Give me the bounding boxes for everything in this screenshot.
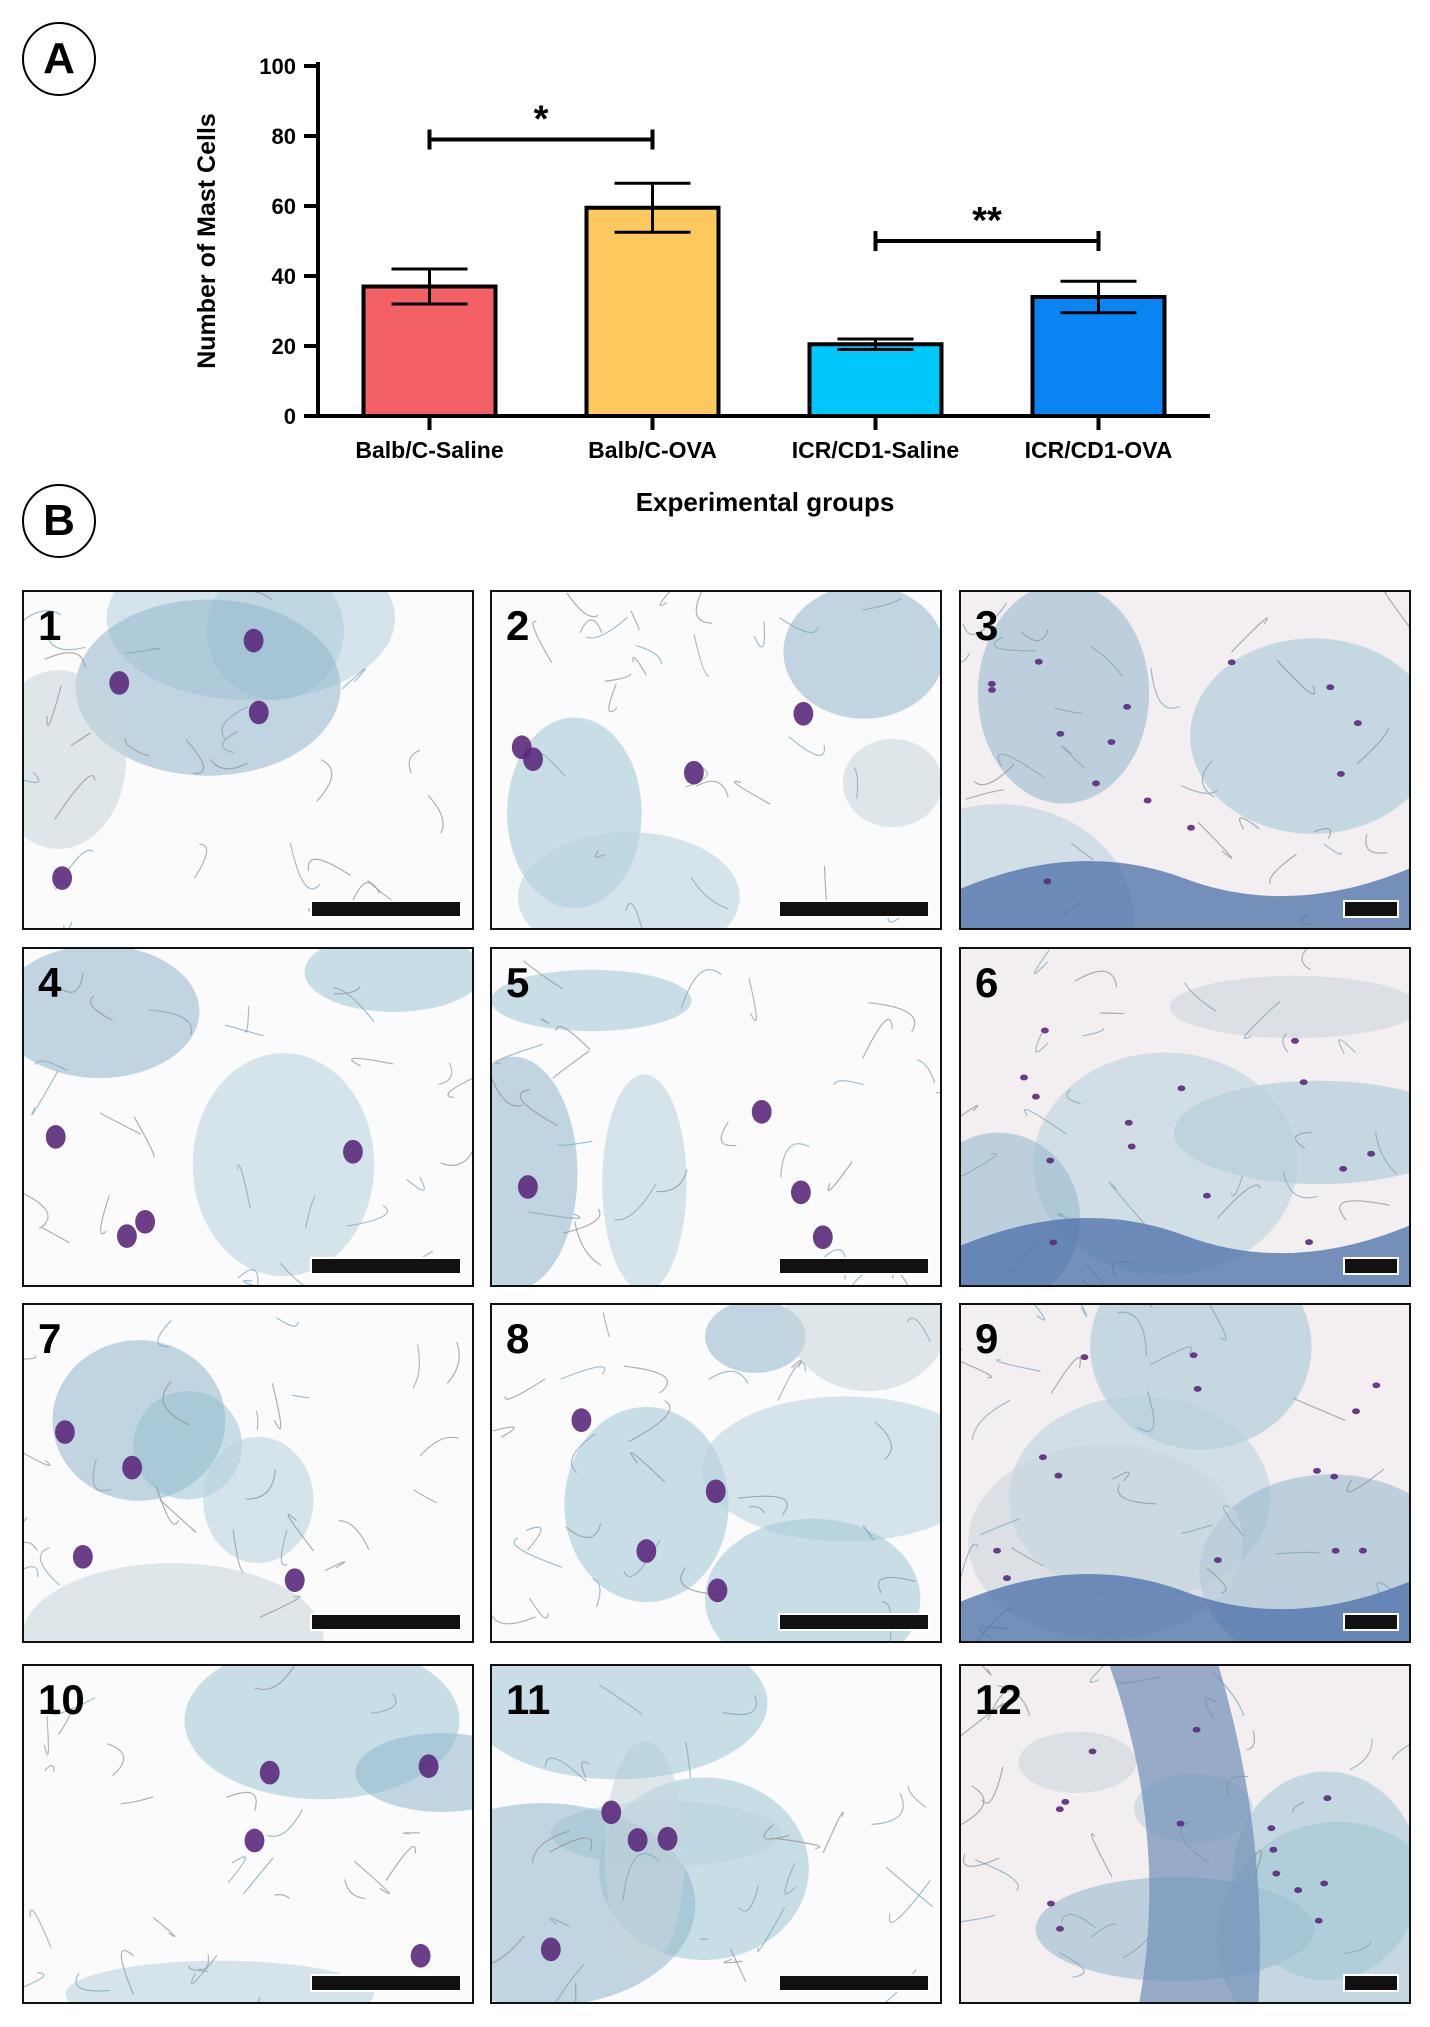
panel-b-label: B <box>22 484 96 558</box>
x-tick-label: Balb/C-OVA <box>588 437 717 463</box>
y-axis-title: Number of Mast Cells <box>193 113 221 369</box>
scale-bar <box>310 1974 462 1992</box>
scale-bar <box>778 1257 930 1275</box>
tissue-image <box>24 1666 472 2002</box>
scale-bar <box>1343 1613 1399 1631</box>
y-tick-label: 0 <box>284 404 296 429</box>
scale-bar <box>778 900 930 918</box>
scale-bar <box>1343 1257 1399 1275</box>
micrograph-label: 12 <box>975 1676 1022 1723</box>
micrograph-10: 10 <box>22 1664 474 2004</box>
micrograph-5: 5 <box>490 947 942 1287</box>
micrograph-1: 1 <box>22 590 474 930</box>
scale-bar <box>310 1257 462 1275</box>
micrograph-6: 6 <box>959 947 1411 1287</box>
tissue-image <box>961 1666 1409 2002</box>
y-tick-label: 40 <box>272 264 296 289</box>
micrograph-8: 8 <box>490 1303 942 1643</box>
micrograph-9: 9 <box>959 1303 1411 1643</box>
scale-bar <box>778 1974 930 1992</box>
scale-bar <box>310 1613 462 1631</box>
scale-bar <box>1343 1974 1399 1992</box>
tissue-image <box>492 592 940 928</box>
tissue-image <box>492 1666 940 2002</box>
x-tick-label: Balb/C-Saline <box>355 437 503 463</box>
micrograph-label: 11 <box>506 1676 551 1723</box>
significance-label: ** <box>972 200 1002 242</box>
bar-chart: 0 20 40 60 80 100 Number of Mast Cells Balb/C-S… <box>193 54 1210 463</box>
tissue-image <box>961 592 1409 928</box>
tissue-image <box>24 1305 472 1641</box>
tissue-image <box>24 592 472 928</box>
scale-bar <box>310 900 462 918</box>
tissue-image <box>492 949 940 1285</box>
micrograph-label: 2 <box>506 602 530 649</box>
micrograph-label: 3 <box>975 602 999 649</box>
panel-a-label: A <box>22 22 96 96</box>
y-tick-label: 20 <box>272 334 296 359</box>
significance-label: * <box>534 99 549 141</box>
tissue-image <box>24 949 472 1285</box>
scale-bar <box>1343 900 1399 918</box>
micrograph-11: 11 <box>490 1664 942 2004</box>
bar <box>1030 295 1167 418</box>
micrograph-7: 7 <box>22 1303 474 1643</box>
micrograph-4: 4 <box>22 947 474 1287</box>
bar <box>361 284 498 418</box>
micrograph-label: 9 <box>975 1315 999 1362</box>
x-axis-title: Experimental groups <box>635 487 895 517</box>
y-tick-label: 80 <box>272 124 296 149</box>
bar <box>584 205 721 418</box>
micrograph-label: 7 <box>38 1315 62 1362</box>
micrograph-label: 4 <box>38 959 62 1006</box>
tissue-image <box>492 1305 940 1641</box>
micrograph-label: 1 <box>38 602 62 649</box>
y-tick-label: 60 <box>272 194 296 219</box>
micrograph-label: 6 <box>975 959 999 1006</box>
tissue-image <box>961 1305 1409 1641</box>
micrograph-12: 12 <box>959 1664 1411 2004</box>
y-tick-label: 100 <box>259 54 296 79</box>
micrograph-label: 10 <box>38 1676 85 1723</box>
micrograph-2: 2 <box>490 590 942 930</box>
micrograph-label: 8 <box>506 1315 530 1362</box>
x-tick-label: ICR/CD1-OVA <box>1025 437 1173 463</box>
micrograph-label: 5 <box>506 959 530 1006</box>
tissue-image <box>961 949 1409 1285</box>
x-tick-label: ICR/CD1-Saline <box>792 437 959 463</box>
micrograph-3: 3 <box>959 590 1411 930</box>
bar <box>807 342 944 418</box>
scale-bar <box>778 1613 930 1631</box>
